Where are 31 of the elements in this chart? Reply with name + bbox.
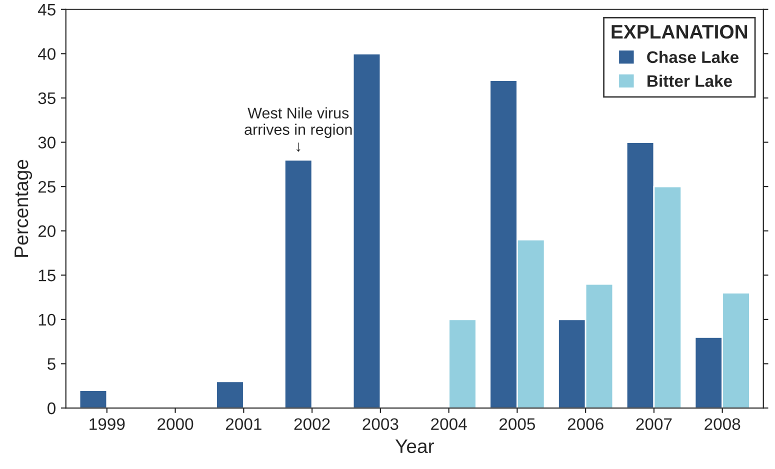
x-tick-label: 2007 [636, 418, 672, 430]
bar [216, 380, 244, 408]
x-tick-label: 2004 [431, 418, 467, 430]
x-tick-label: 2006 [568, 418, 604, 430]
bar [284, 159, 313, 408]
y-tick-label: 40 [38, 48, 56, 60]
legend-label: Chase Lake [647, 50, 739, 64]
x-axis-title: Year [395, 440, 434, 454]
y-tick-label: 45 [38, 4, 56, 16]
x-tick-label: 2001 [226, 418, 262, 430]
y-axis-title: Percentage [14, 160, 32, 257]
bar [448, 318, 477, 408]
x-tick-label: 1999 [90, 418, 125, 430]
x-tick-label: 2000 [158, 418, 194, 430]
y-tick-label: 25 [38, 180, 56, 193]
legend-label: Bitter Lake [648, 74, 732, 87]
y-tick-label: 10 [38, 314, 56, 326]
y-tick-label: 5 [48, 358, 56, 370]
x-tick-label: 2005 [500, 418, 536, 430]
y-tick-label: 20 [38, 225, 56, 238]
legend-title: EXPLANATION [612, 24, 748, 39]
y-tick-label: 0 [48, 402, 56, 414]
annotation: West Nile virus arrives in region ↓ [244, 107, 352, 152]
bar [352, 52, 382, 408]
bar [78, 390, 108, 408]
y-tick-label: 15 [38, 270, 56, 282]
x-tick-label: 2002 [294, 418, 330, 430]
x-tick-label: 2008 [704, 418, 740, 430]
y-tick-label: 30 [38, 136, 56, 148]
y-tick-label: 35 [38, 92, 56, 104]
x-tick-label: 2003 [362, 418, 398, 430]
